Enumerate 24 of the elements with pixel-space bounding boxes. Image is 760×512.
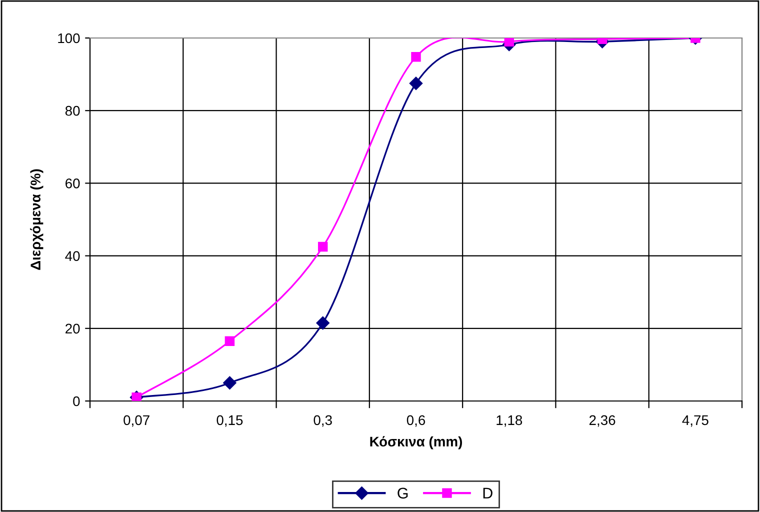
y-tick-label: 80	[65, 106, 80, 116]
y-tick-label: 0	[73, 396, 80, 406]
y-tick-label: 40	[65, 251, 80, 261]
point	[411, 52, 421, 62]
x-tick-label: 4,75	[682, 415, 708, 427]
x-tick-label: 0,15	[216, 415, 243, 427]
legend-label: D	[483, 488, 492, 498]
point	[223, 376, 236, 390]
y-axis-title: Διερχόμενα (%)	[30, 169, 44, 270]
y-tick-label: 100	[58, 33, 80, 44]
x-axis-title: Κόσκινα (mm)	[370, 436, 462, 450]
point	[409, 76, 423, 90]
x-tick-label: 2,36	[589, 415, 616, 427]
x-tick-label: 0,3	[314, 415, 332, 427]
x-tick-label: 0,07	[124, 415, 150, 427]
point	[318, 242, 328, 252]
legend-label: G	[398, 488, 408, 499]
x-tick-label: 0,6	[406, 415, 426, 427]
point	[316, 316, 330, 330]
y-tick-label: 20	[66, 324, 80, 334]
x-tick-label: 1,18	[496, 415, 522, 427]
y-tick-label: 60	[66, 178, 80, 188]
point	[224, 336, 235, 346]
point	[504, 38, 514, 46]
